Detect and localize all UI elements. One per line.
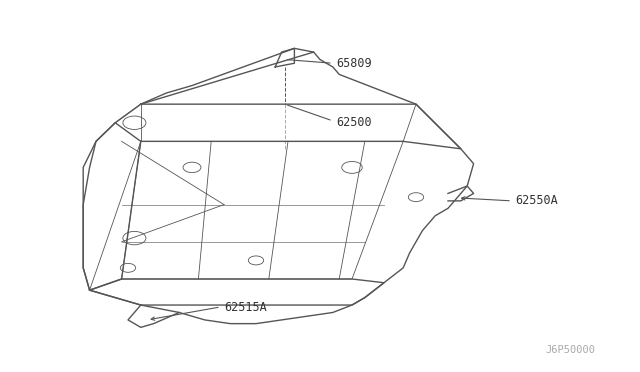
Text: 62515A: 62515A [224, 301, 267, 314]
Text: 65809: 65809 [336, 58, 372, 70]
Text: 62550A: 62550A [515, 195, 558, 207]
Text: J6P50000: J6P50000 [545, 345, 595, 355]
Text: 62500: 62500 [336, 116, 372, 128]
